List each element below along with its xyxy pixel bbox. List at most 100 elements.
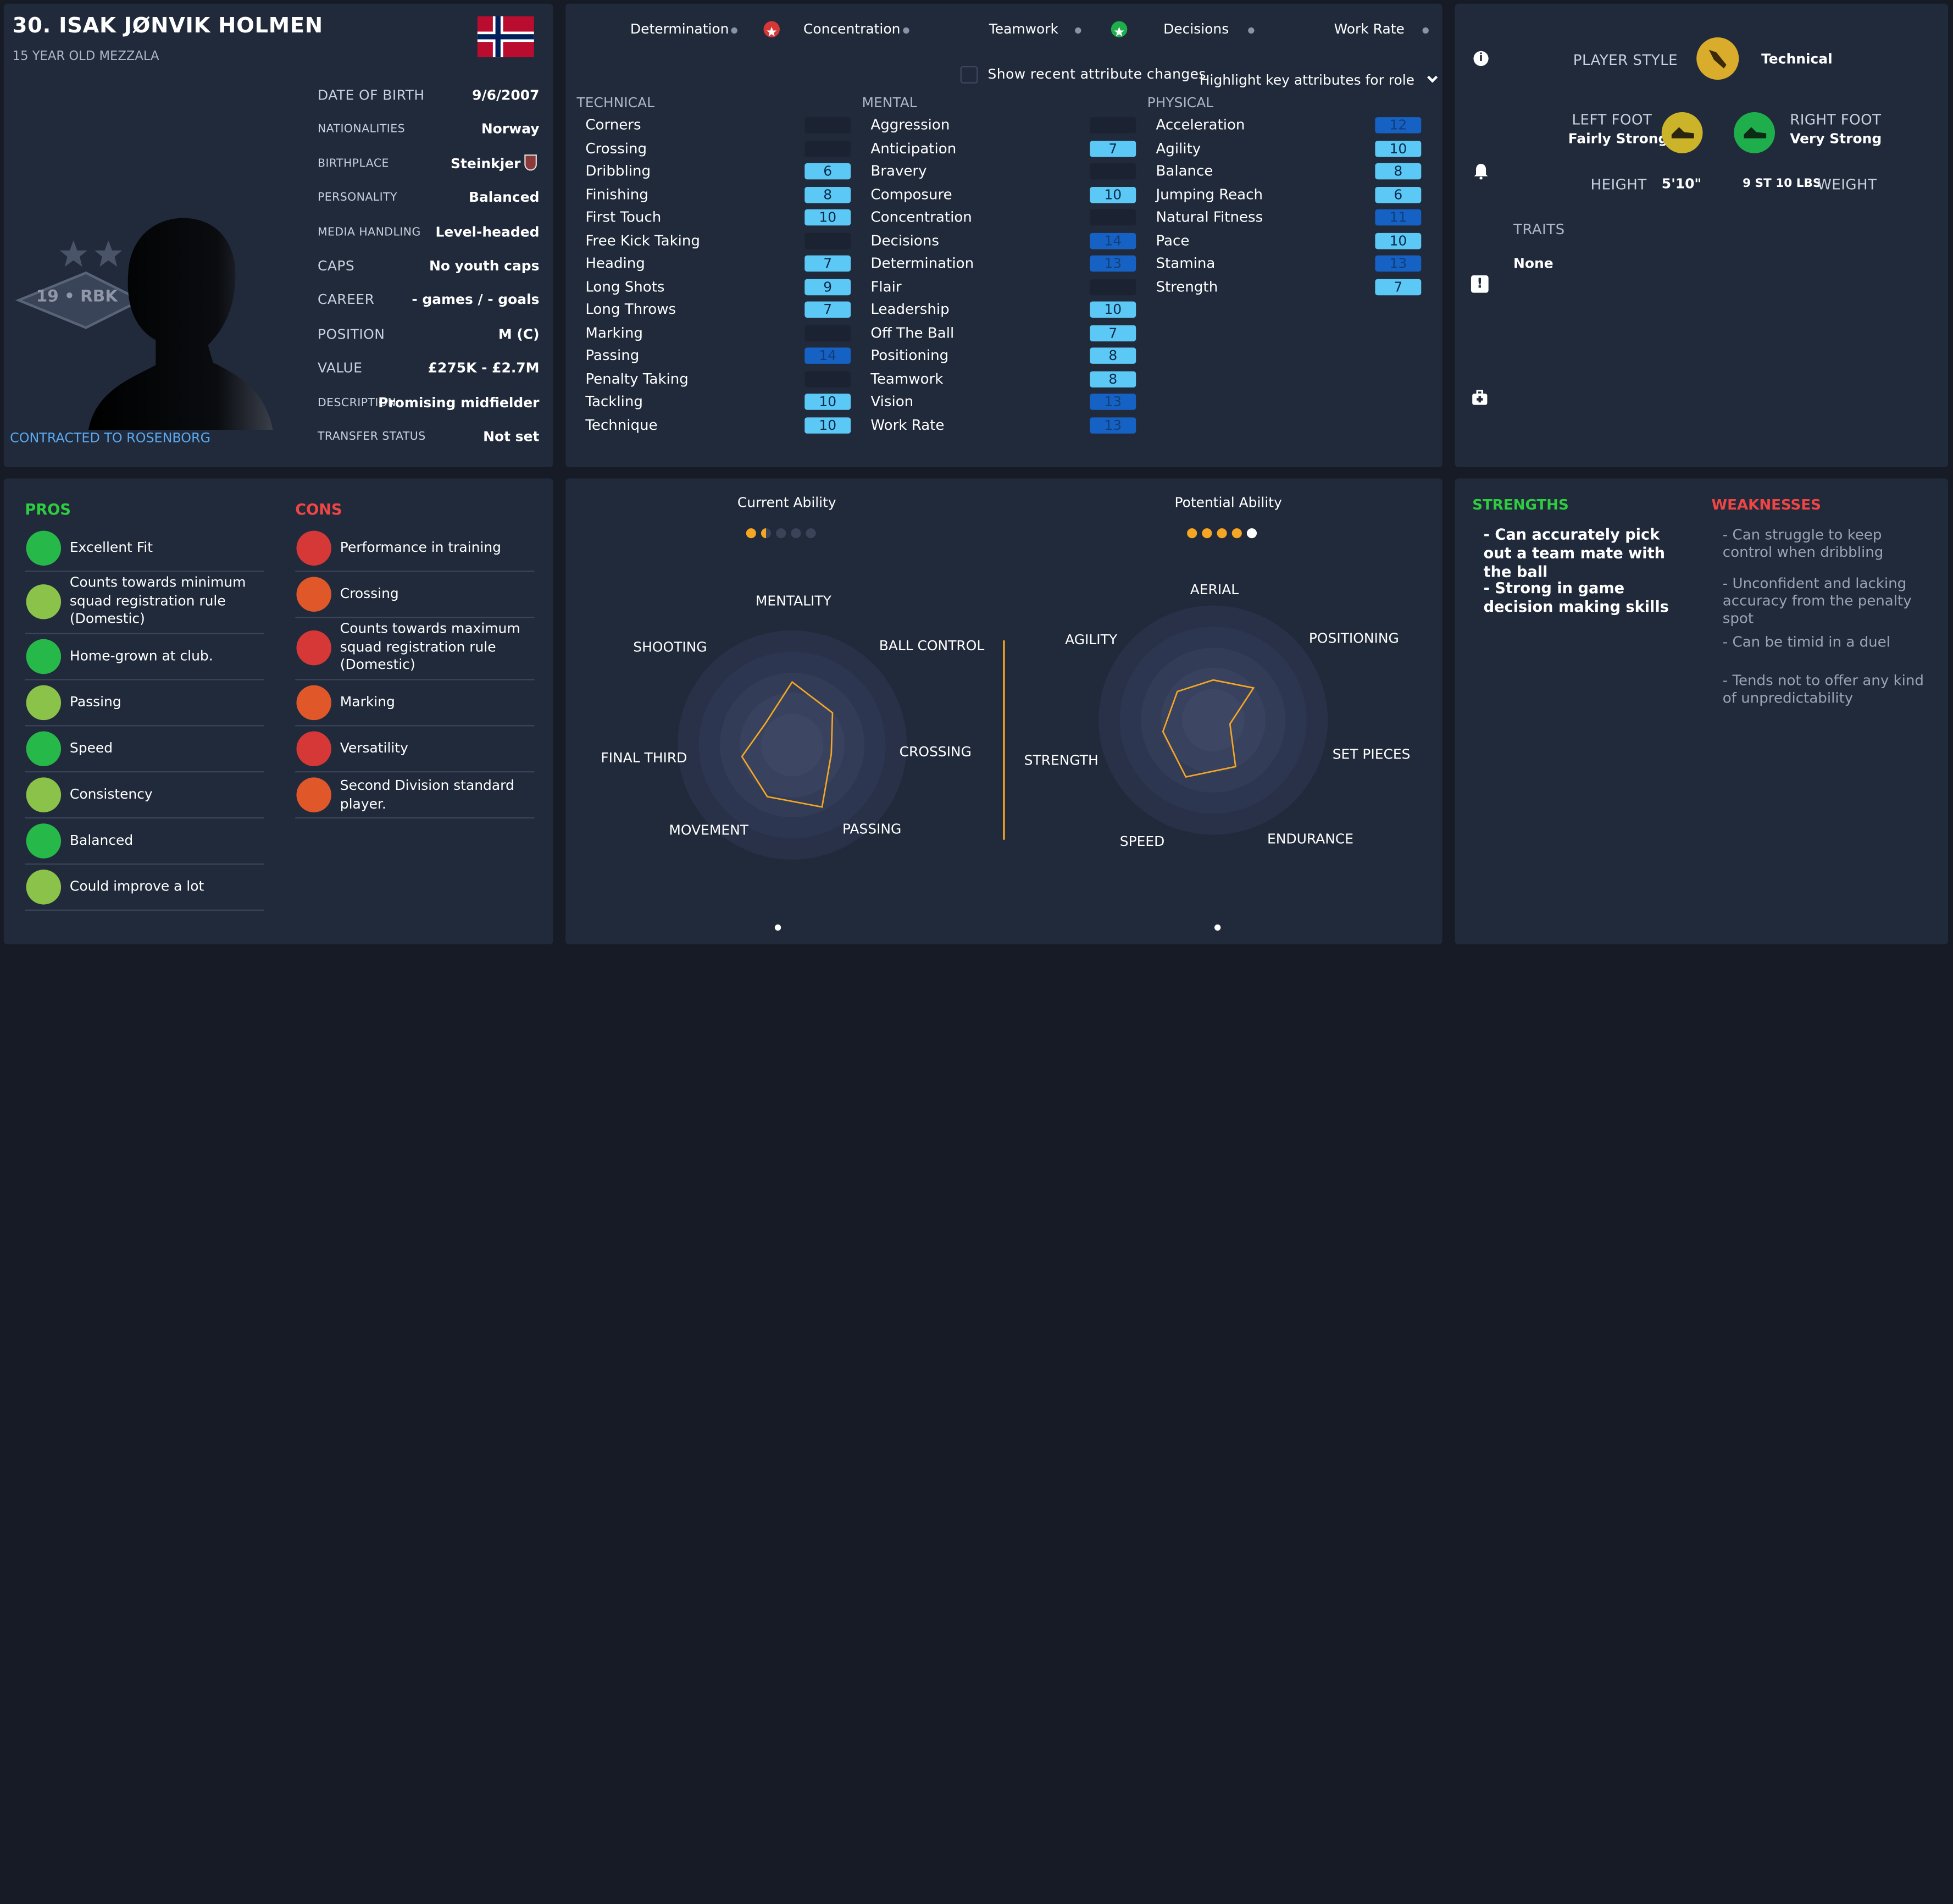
attribute-name[interactable]: Long Throws bbox=[585, 300, 676, 318]
show-changes-checkbox[interactable] bbox=[960, 66, 978, 84]
detail-value: Promising midfielder bbox=[378, 394, 540, 411]
green-star-icon bbox=[1111, 21, 1128, 37]
player-name: 30. ISAK JØNVIK HOLMEN bbox=[12, 13, 323, 39]
attribute-value-badge: 10 bbox=[804, 417, 851, 433]
attribute-value-badge bbox=[1090, 117, 1136, 134]
right-boot-icon bbox=[1734, 112, 1775, 153]
attribute-name[interactable]: Bravery bbox=[870, 162, 927, 180]
attribute-name[interactable]: Anticipation bbox=[870, 139, 957, 157]
attribute-name[interactable]: Free Kick Taking bbox=[585, 231, 700, 249]
attribute-name[interactable]: Leadership bbox=[870, 300, 950, 318]
weakness-item: - Unconfident and lacking accuracy from … bbox=[1722, 574, 1912, 627]
attribute-name[interactable]: Marking bbox=[585, 323, 643, 341]
attribute-name[interactable]: Passing bbox=[585, 346, 640, 364]
radar-axis-label: MENTALITY bbox=[756, 593, 832, 609]
attribute-name[interactable]: Finishing bbox=[585, 185, 648, 203]
detail-value: £275K - £2.7M bbox=[428, 360, 540, 377]
attribute-name[interactable]: Strength bbox=[1156, 277, 1218, 295]
attribute-name[interactable]: Jumping Reach bbox=[1156, 185, 1263, 203]
current-ability-stars bbox=[746, 519, 821, 543]
attribute-name[interactable]: Dribbling bbox=[585, 162, 651, 180]
contract-text[interactable]: CONTRACTED TO ROSENBORG bbox=[10, 431, 211, 446]
con-text: Versatility bbox=[340, 740, 408, 756]
traits-value: None bbox=[1513, 255, 1553, 272]
attribute-name[interactable]: Corners bbox=[585, 115, 641, 134]
attribute-name[interactable]: Decisions bbox=[870, 231, 939, 249]
attribute-value-badge bbox=[804, 117, 851, 134]
attribute-name[interactable]: Aggression bbox=[870, 115, 950, 134]
attribute-name[interactable]: Natural Fitness bbox=[1156, 208, 1263, 226]
bell-icon[interactable] bbox=[1472, 160, 1490, 184]
right-foot-label: RIGHT FOOT bbox=[1790, 110, 1882, 129]
attribute-value-badge bbox=[1090, 209, 1136, 226]
attribute-name[interactable]: Pace bbox=[1156, 231, 1190, 249]
alert-icon[interactable]: ! bbox=[1471, 275, 1489, 293]
radar-axis-label: AGILITY bbox=[1065, 632, 1118, 647]
radar-axis-label: BALL CONTROL bbox=[879, 638, 985, 654]
attribute-name[interactable]: Concentration bbox=[870, 208, 972, 226]
attribute-name[interactable]: Technique bbox=[585, 415, 658, 433]
detail-label: NATIONALITIES bbox=[318, 124, 405, 136]
radar-axis-label: FINAL THIRD bbox=[601, 750, 687, 766]
detail-value: Balanced bbox=[468, 189, 540, 206]
attribute-name[interactable]: Flair bbox=[870, 277, 902, 295]
weakness-item: - Can struggle to keep control when drib… bbox=[1722, 525, 1884, 561]
medical-icon[interactable] bbox=[1471, 388, 1489, 411]
show-changes-label[interactable]: Show recent attribute changes bbox=[987, 66, 1206, 82]
detail-value: 9/6/2007 bbox=[472, 87, 540, 104]
attribute-value-badge: 6 bbox=[804, 163, 851, 180]
attribute-name[interactable]: Agility bbox=[1156, 139, 1201, 157]
con-text: Second Division standard player. bbox=[340, 777, 514, 812]
detail-label: CAPS bbox=[318, 258, 355, 274]
attribute-name[interactable]: Balance bbox=[1156, 162, 1213, 180]
pro-icon bbox=[26, 530, 62, 565]
pro-icon bbox=[26, 823, 62, 858]
highlight-dropdown[interactable]: Highlight key attributes for role bbox=[1199, 66, 1438, 90]
pro-icon bbox=[26, 777, 62, 812]
attribute-value-badge: 10 bbox=[804, 209, 851, 226]
attribute-name[interactable]: Stamina bbox=[1156, 254, 1216, 272]
detail-label: TRANSFER STATUS bbox=[318, 431, 426, 444]
page-dot-right[interactable] bbox=[1214, 924, 1221, 931]
strength-item: - Can accurately pick out a team mate wi… bbox=[1483, 525, 1666, 581]
highlight-dropdown-label: Highlight key attributes for role bbox=[1199, 72, 1414, 88]
attr-section-title-physical: PHYSICAL bbox=[1147, 95, 1214, 111]
attribute-name[interactable]: Off The Ball bbox=[870, 323, 955, 341]
attribute-name[interactable]: Acceleration bbox=[1156, 115, 1245, 134]
attribute-name[interactable]: Long Shots bbox=[585, 277, 665, 295]
attribute-value-badge bbox=[804, 232, 851, 249]
con-icon bbox=[296, 684, 331, 719]
attribute-name[interactable]: Teamwork bbox=[870, 369, 944, 387]
attribute-value-badge: 13 bbox=[1375, 255, 1422, 272]
attribute-name[interactable]: Vision bbox=[870, 392, 914, 410]
attribute-name[interactable]: First Touch bbox=[585, 208, 662, 226]
pro-text: Consistency bbox=[69, 786, 153, 802]
strengths-weaknesses-panel: STRENGTHS WEAKNESSES - Can accurately pi… bbox=[1455, 478, 1949, 945]
pro-item: Could improve a lot bbox=[25, 865, 264, 911]
detail-value: Norway bbox=[481, 121, 540, 138]
attribute-value-badge: 7 bbox=[804, 301, 851, 318]
attribute-value-badge: 14 bbox=[1090, 232, 1136, 249]
page-dot-left[interactable] bbox=[774, 924, 781, 931]
club-badge-text: 19 • RBK bbox=[36, 287, 118, 307]
attribute-name[interactable]: Positioning bbox=[870, 346, 949, 364]
con-icon bbox=[296, 630, 331, 666]
ability-star bbox=[1187, 528, 1197, 539]
attribute-name[interactable]: Determination bbox=[870, 254, 974, 272]
pro-item: Excellent Fit bbox=[25, 526, 264, 572]
attribute-name[interactable]: Tackling bbox=[585, 392, 643, 410]
attribute-name[interactable]: Crossing bbox=[585, 139, 647, 157]
attribute-value-badge: 10 bbox=[1090, 186, 1136, 203]
detail-label: VALUE bbox=[318, 360, 363, 377]
detail-label: DATE OF BIRTH bbox=[318, 87, 425, 104]
detail-label: POSITION bbox=[318, 326, 385, 342]
info-icon[interactable]: i bbox=[1473, 51, 1489, 67]
player-info-panel: 30. ISAK JØNVIK HOLMEN 15 YEAR OLD MEZZA… bbox=[3, 3, 553, 468]
attribute-name[interactable]: Composure bbox=[870, 185, 952, 203]
chevron-down-icon bbox=[1427, 72, 1438, 83]
pro-text: Could improve a lot bbox=[69, 878, 204, 895]
attribute-name[interactable]: Penalty Taking bbox=[585, 369, 689, 387]
radar-shape bbox=[1162, 679, 1255, 778]
attribute-name[interactable]: Work Rate bbox=[870, 415, 945, 433]
attribute-name[interactable]: Heading bbox=[585, 254, 645, 272]
